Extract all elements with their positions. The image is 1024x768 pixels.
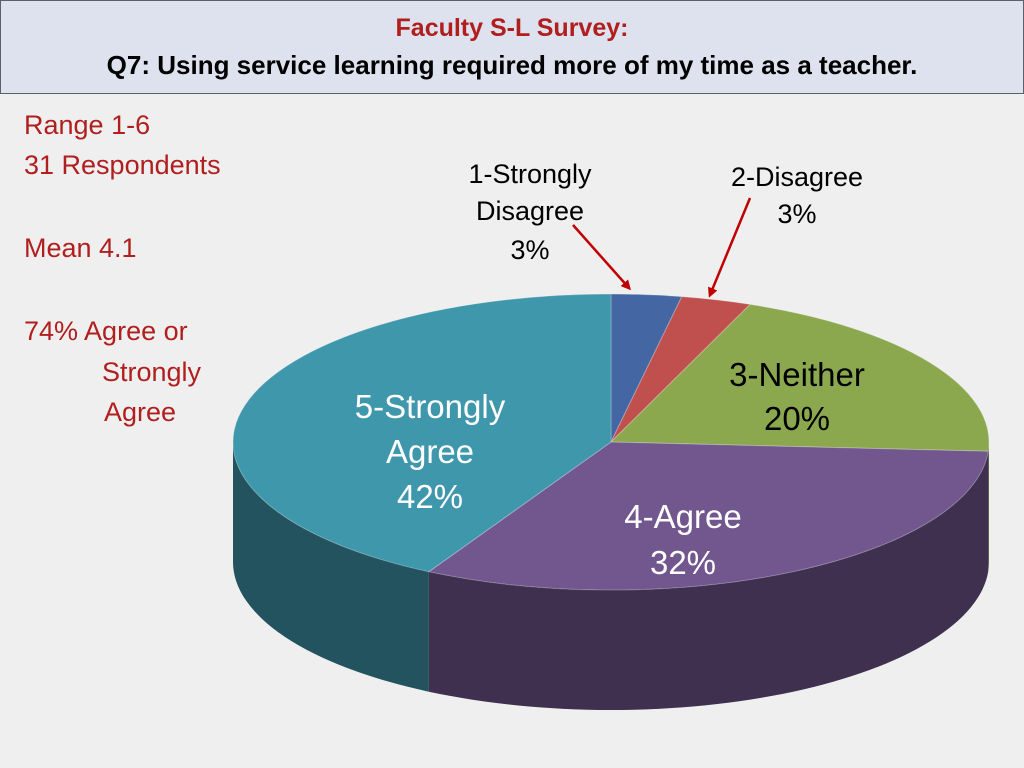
slide-header: Faculty S-L Survey: Q7: Using service le… [0, 0, 1024, 94]
pie-slice-5-strongly-agree [232, 293, 612, 573]
strongly-disagree-arrow [572, 224, 631, 291]
pie-side-4-agree [428, 451, 989, 710]
stat-respondents: 31 Respondents [24, 150, 221, 180]
stat-mean: Mean 4.1 [24, 233, 137, 263]
label-disagree-line1: 2-Disagree [731, 162, 863, 192]
label-strongly-agree-line2: Agree [386, 433, 474, 470]
pie-slice-1-strongly-disagree [610, 293, 683, 443]
pie-side-5-strongly-agree [233, 442, 429, 692]
label-strongly-disagree-line2: Disagree [476, 196, 584, 226]
stat-agree-line1: 74% Agree or [24, 316, 188, 346]
slide-title: Faculty S-L Survey: [395, 14, 629, 42]
slide-subtitle: Q7: Using service learning required more… [106, 50, 918, 80]
stat-range: Range 1-6 [24, 110, 151, 140]
pie-depth-layer [233, 442, 989, 710]
pie-side-3-neither [988, 442, 989, 572]
label-strongly-agree-line1: 5-Strongly [355, 388, 506, 425]
label-strongly-disagree-line1: 1-Strongly [468, 159, 592, 189]
pie-top-layer [232, 293, 990, 591]
label-neither-pct: 20% [764, 400, 830, 437]
stat-agree-line3: Agree [104, 397, 177, 427]
pie-slice-2-disagree [610, 296, 752, 443]
disagree-arrow [708, 197, 752, 298]
stat-agree-line2: Strongly [102, 357, 202, 387]
label-agree-pct: 32% [650, 544, 716, 581]
label-strongly-disagree-pct: 3% [510, 235, 549, 265]
label-neither-line1: 3-Neither [729, 356, 865, 393]
label-agree-line1: 4-Agree [624, 498, 741, 535]
pie-slice-4-agree [427, 441, 989, 591]
pie-slice-3-neither [609, 303, 990, 452]
label-disagree-pct: 3% [777, 199, 816, 229]
label-strongly-agree-pct: 42% [397, 478, 463, 515]
